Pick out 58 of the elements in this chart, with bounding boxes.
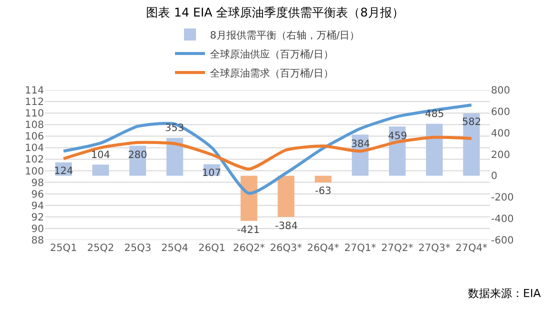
x-tick-label: 27Q2*	[381, 243, 414, 254]
bar	[240, 176, 258, 221]
data-label: 582	[462, 117, 482, 128]
y2-tick-label: 0	[491, 171, 498, 182]
y2-tick-label: 600	[491, 106, 510, 118]
y-tick-label: 112	[24, 97, 44, 108]
data-label: 485	[425, 109, 444, 120]
legend-label: 全球原油需求（百万桶/日）	[210, 67, 334, 80]
x-tick-label: 26Q3*	[270, 243, 302, 254]
data-label: 107	[202, 168, 222, 179]
bar	[92, 164, 109, 176]
data-label: 104	[91, 150, 110, 161]
y2-tick-label: -400	[491, 214, 514, 226]
bar	[314, 176, 332, 182]
bar	[166, 138, 184, 176]
data-label: -384	[275, 221, 298, 232]
x-tick-label: 27Q1*	[344, 243, 376, 254]
y-tick-label: 102	[24, 154, 44, 166]
y-tick-label: 106	[24, 132, 44, 143]
bar	[426, 124, 443, 176]
data-label: -421	[237, 225, 260, 236]
y-tick-label: 100	[24, 166, 44, 178]
x-tick-label: 25Q3	[124, 243, 152, 254]
y2-tick-label: 200	[491, 150, 510, 161]
y-tick-label: 90	[31, 224, 44, 235]
y-tick-label: 98	[31, 178, 44, 189]
y2-tick-label: -600	[491, 236, 514, 246]
y-tick-label: 108	[24, 120, 44, 132]
bar	[463, 113, 480, 176]
chart-title: 图表 14 EIA 全球原油季度供需平衡表（8月报）	[146, 6, 404, 20]
data-label: 124	[54, 166, 74, 177]
y-tick-label: 96	[31, 189, 44, 200]
y-tick-label: 94	[31, 200, 44, 212]
x-tick-label: 27Q3*	[418, 243, 450, 254]
data-label: 280	[128, 150, 148, 161]
legend-label: 8月报供需平衡（右轴，万桶/日）	[210, 29, 360, 42]
y-tick-label: 114	[24, 86, 44, 96]
data-label: 459	[388, 131, 408, 142]
x-tick-label: 26Q4*	[307, 243, 340, 254]
y-tick-label: 110	[24, 108, 44, 120]
x-tick-label: 26Q1	[198, 243, 226, 254]
y-tick-label: 92	[31, 212, 44, 224]
x-tick-label: 25Q2	[87, 243, 114, 254]
source-note: 数据来源：EIA	[468, 287, 542, 300]
data-label: -63	[315, 186, 332, 197]
legend-label: 全球原油供应（百万桶/日）	[210, 48, 334, 60]
y-tick-label: 88	[31, 236, 44, 246]
data-label: 384	[351, 139, 370, 150]
y2-tick-label: 400	[491, 128, 510, 140]
x-tick-label: 27Q4*	[455, 243, 488, 254]
y2-tick-label: -200	[491, 192, 514, 204]
x-tick-label: 25Q1	[50, 243, 78, 254]
x-tick-label: 25Q4	[161, 243, 188, 254]
bar	[278, 176, 294, 217]
x-tick-label: 26Q2*	[232, 243, 265, 254]
y2-tick-label: 800	[491, 86, 510, 96]
y-tick-label: 104	[24, 143, 44, 154]
data-label: 353	[165, 123, 184, 134]
